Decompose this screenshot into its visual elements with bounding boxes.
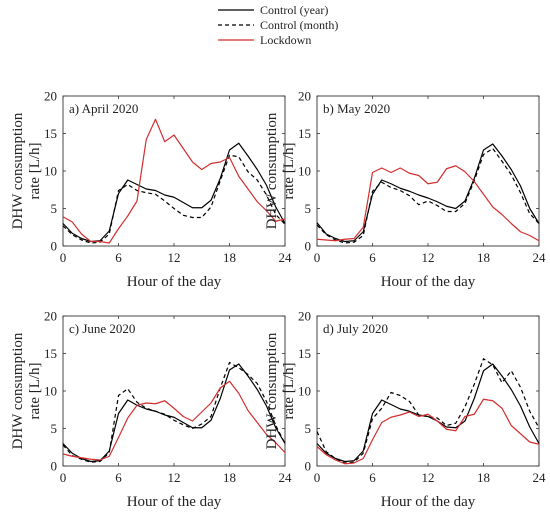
y-tick-label: 20 xyxy=(44,89,57,104)
x-tick-label: 6 xyxy=(369,470,376,485)
series-line-lockdown xyxy=(62,380,286,461)
y-axis-label: rate [L/h] xyxy=(281,362,297,419)
x-tick-label: 24 xyxy=(279,250,293,265)
chart-panel-june: 0 6 12 18 24 0 5 10 15 20 c) June 2020 Hour of the … xyxy=(10,309,292,511)
series-line-control-year xyxy=(316,363,540,463)
y-tick-label: 0 xyxy=(51,239,58,254)
y-axis-label: DHW consumption xyxy=(264,112,280,229)
y-tick-label: 5 xyxy=(51,201,58,216)
y-tick-label: 5 xyxy=(51,421,58,436)
y-axis-label: DHW consumption xyxy=(264,332,280,449)
y-tick-label: 10 xyxy=(44,164,57,179)
series-line-control-month xyxy=(316,147,540,244)
x-tick-label: 18 xyxy=(477,470,490,485)
series-line-control-year xyxy=(62,142,286,243)
x-tick-label: 6 xyxy=(369,250,376,265)
x-tick-label: 24 xyxy=(279,470,293,485)
chart-title: b) May 2020 xyxy=(323,101,390,116)
legend-entry-control-month: Control (month) xyxy=(218,18,338,32)
x-tick-label: 24 xyxy=(533,250,547,265)
plot-frame xyxy=(316,95,540,247)
chart-title: a) April 2020 xyxy=(69,101,138,116)
y-axis-label: rate [L/h] xyxy=(27,142,43,199)
x-axis-label: Hour of the day xyxy=(381,274,476,290)
x-axis-label: Hour of the day xyxy=(127,494,222,510)
y-tick-label: 5 xyxy=(305,421,312,436)
plot-frame xyxy=(62,315,286,467)
legend-entry-lockdown: Lockdown xyxy=(218,33,311,47)
x-tick-label: 0 xyxy=(314,250,321,265)
legend: Control (year) Control (month) Lockdown xyxy=(218,3,338,47)
y-tick-label: 15 xyxy=(44,126,57,141)
x-tick-label: 12 xyxy=(422,470,435,485)
plot-frame xyxy=(316,315,540,467)
x-tick-label: 0 xyxy=(60,470,67,485)
y-tick-label: 0 xyxy=(51,459,58,474)
plot-frame xyxy=(62,95,286,247)
y-tick-label: 15 xyxy=(44,346,57,361)
y-tick-label: 10 xyxy=(298,164,311,179)
x-tick-label: 18 xyxy=(223,250,236,265)
y-axis-label: DHW consumption xyxy=(10,112,26,229)
y-tick-label: 0 xyxy=(305,459,312,474)
x-tick-label: 12 xyxy=(168,250,181,265)
y-tick-label: 0 xyxy=(305,239,312,254)
series-line-lockdown xyxy=(62,118,286,244)
x-tick-label: 6 xyxy=(115,470,122,485)
x-tick-label: 12 xyxy=(168,470,181,485)
y-tick-label: 5 xyxy=(305,201,312,216)
x-tick-label: 12 xyxy=(422,250,435,265)
y-tick-label: 20 xyxy=(298,309,311,324)
chart-title: c) June 2020 xyxy=(69,321,135,336)
series-line-control-month xyxy=(62,361,286,463)
legend-label-lockdown: Lockdown xyxy=(260,33,311,47)
y-tick-label: 20 xyxy=(298,89,311,104)
legend-entry-control-year: Control (year) xyxy=(218,3,328,17)
y-axis-label: DHW consumption xyxy=(10,332,26,449)
series-line-control-year xyxy=(316,143,540,243)
chart-title: d) July 2020 xyxy=(323,321,388,336)
y-tick-label: 15 xyxy=(298,126,311,141)
y-tick-label: 10 xyxy=(298,384,311,399)
x-tick-label: 18 xyxy=(477,250,490,265)
y-axis-label: rate [L/h] xyxy=(281,142,297,199)
series-line-lockdown xyxy=(316,165,540,242)
series-line-control-month xyxy=(62,154,286,244)
x-tick-label: 6 xyxy=(115,250,122,265)
y-tick-label: 20 xyxy=(44,309,57,324)
x-axis-label: Hour of the day xyxy=(381,494,476,510)
x-tick-label: 0 xyxy=(60,250,67,265)
chart-panel-may: 0 6 12 18 24 0 5 10 15 20 b) May 2020 Hour of the d… xyxy=(264,89,546,291)
y-tick-label: 15 xyxy=(298,346,311,361)
x-tick-label: 24 xyxy=(533,470,547,485)
x-axis-label: Hour of the day xyxy=(127,274,222,290)
x-tick-label: 0 xyxy=(314,470,321,485)
chart-panel-april: 0 6 12 18 24 0 5 10 15 20 a) April 2020 Hour of the… xyxy=(10,89,292,291)
legend-label-control-year: Control (year) xyxy=(260,3,328,17)
x-tick-label: 18 xyxy=(223,470,236,485)
chart-panel-july: 0 6 12 18 24 0 5 10 15 20 d) July 2020 Hour of the … xyxy=(264,309,546,511)
y-tick-label: 10 xyxy=(44,384,57,399)
y-axis-label: rate [L/h] xyxy=(27,362,43,419)
series-line-control-month xyxy=(316,358,540,464)
legend-label-control-month: Control (month) xyxy=(260,18,338,32)
series-line-lockdown xyxy=(316,398,540,465)
